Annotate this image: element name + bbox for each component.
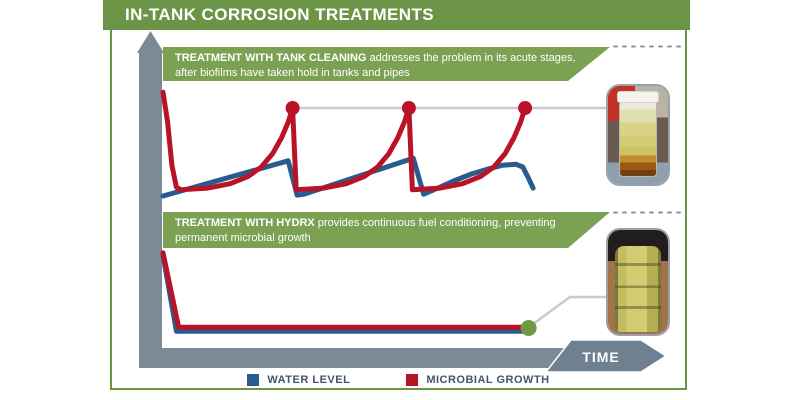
banner-hydrx: TREATMENT WITH HYDRX provides continuous… [163,212,610,248]
banner-tank-cleaning-rest: addresses the problem in its acute stage… [175,52,576,80]
banner-tank-cleaning-bold: TREATMENT WITH TANK CLEANING [175,52,367,64]
microbial-growth-swatch-icon [406,374,419,386]
clean-fuel-jar-graphic [615,246,661,332]
page-title: IN-TANK CORROSION TREATMENTS [103,0,690,30]
banner-tank-cleaning: TREATMENT WITH TANK CLEANING addresses t… [163,47,610,81]
banner-hydrx-rest: provides continuous fuel conditioning, p… [175,217,556,245]
legend: WATER LEVEL MICROBIAL GROWTH [110,371,687,389]
sample-photo-contaminated-fuel [606,84,670,186]
series-water-level-top [160,155,536,199]
legend-item-water-level: WATER LEVEL [247,374,350,386]
y-axis-arrow-head [137,31,164,53]
contaminated-fuel-jar-graphic [619,101,657,177]
y-axis-bar [139,50,162,368]
series-microbial-growth-top [160,89,528,193]
water-level-swatch-icon [247,374,260,386]
series-microbial-growth-bottom [160,250,526,330]
legend-item-microbial-growth: MICROBIAL GROWTH [406,374,549,386]
peak-markers-group [285,101,533,115]
event-marker-dot [285,101,300,115]
legend-label-microbial-growth: MICROBIAL GROWTH [426,374,550,386]
clean-marker-group [520,320,537,336]
sample-photo-clean-fuel [606,228,670,336]
time-label: TIME [582,349,619,365]
x-axis-bar [139,348,580,368]
event-marker-dot [518,101,533,115]
clean-connector-line [528,295,610,329]
banner-hydrx-bold: TREATMENT WITH HYDRX [175,217,315,229]
legend-label-water-level: WATER LEVEL [267,374,351,386]
jar-lid-graphic [617,91,659,103]
series-water-level-bottom [160,252,526,334]
event-marker-dot [401,101,416,115]
event-marker-dot [520,320,537,336]
time-arrow [544,339,668,373]
